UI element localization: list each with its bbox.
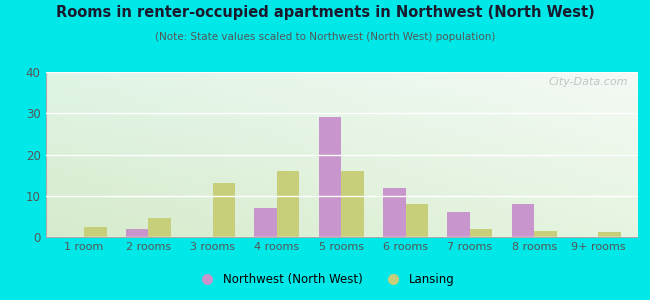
Bar (383, 188, 406, 237)
Bar (318, 117, 341, 237)
Bar (512, 204, 534, 237)
Bar (148, 218, 171, 237)
Bar (534, 231, 556, 237)
Bar (341, 171, 364, 237)
Text: Rooms in renter-occupied apartments in Northwest (North West): Rooms in renter-occupied apartments in N… (56, 4, 594, 20)
Bar (470, 229, 492, 237)
Text: City-Data.com: City-Data.com (549, 77, 628, 87)
Bar (126, 229, 148, 237)
Bar (277, 171, 300, 237)
Bar (213, 183, 235, 237)
Bar (447, 212, 470, 237)
Legend: Northwest (North West), Lansing: Northwest (North West), Lansing (190, 269, 460, 291)
Bar (599, 232, 621, 237)
Bar (84, 227, 107, 237)
Text: (Note: State values scaled to Northwest (North West) population): (Note: State values scaled to Northwest … (155, 32, 495, 41)
Bar (254, 208, 277, 237)
Bar (406, 204, 428, 237)
